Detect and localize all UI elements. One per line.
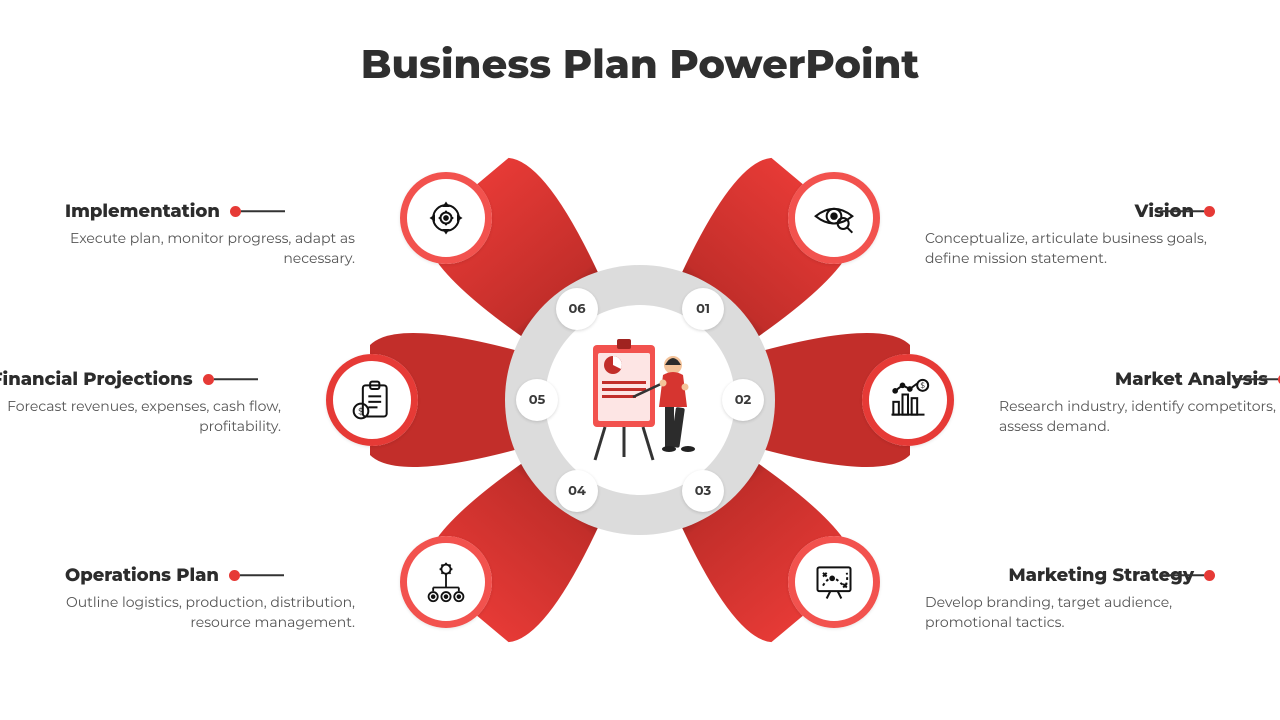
label-01: Vision Conceptualize, articulate busines… [925,200,1215,269]
label-04: Operations Plan Outline logistics, produ… [65,564,355,633]
label-03-desc: Develop branding, target audience, promo… [925,592,1215,633]
label-02: Market Analysis Research industry, ident… [999,368,1280,437]
page-title: Business Plan PowerPoint [0,40,1280,89]
num-badge-04: 04 [556,470,598,512]
icon-circle-03 [788,536,880,628]
num-badge-01: 01 [682,288,724,330]
diagram-stage: 01 02 03 04 05 06 $ [320,140,960,660]
label-02-desc: Research industry, identify competitors,… [999,396,1280,437]
icon-circle-01 [788,172,880,264]
num-badge-03: 03 [682,470,724,512]
label-06-title: Implementation [65,200,220,222]
label-05-title: Financial Projections [0,368,193,390]
num-badge-02: 02 [722,379,764,421]
label-04-desc: Outline logistics, production, distribut… [65,592,355,633]
icon-circle-06 [400,172,492,264]
icon-circle-04 [400,536,492,628]
label-05: Financial Projections Forecast revenues,… [0,368,281,437]
label-03: Marketing Strategy Develop branding, tar… [925,564,1215,633]
num-badge-06: 06 [556,288,598,330]
center-illustration [565,325,715,475]
label-05-desc: Forecast revenues, expenses, cash flow, … [0,396,281,437]
label-01-desc: Conceptualize, articulate business goals… [925,228,1215,269]
label-04-title: Operations Plan [65,564,219,586]
num-badge-05: 05 [516,379,558,421]
icon-circle-02: $ [862,354,954,446]
label-06-desc: Execute plan, monitor progress, adapt as… [65,228,355,269]
label-06: Implementation Execute plan, monitor pro… [65,200,355,269]
icon-circle-05: $ [326,354,418,446]
